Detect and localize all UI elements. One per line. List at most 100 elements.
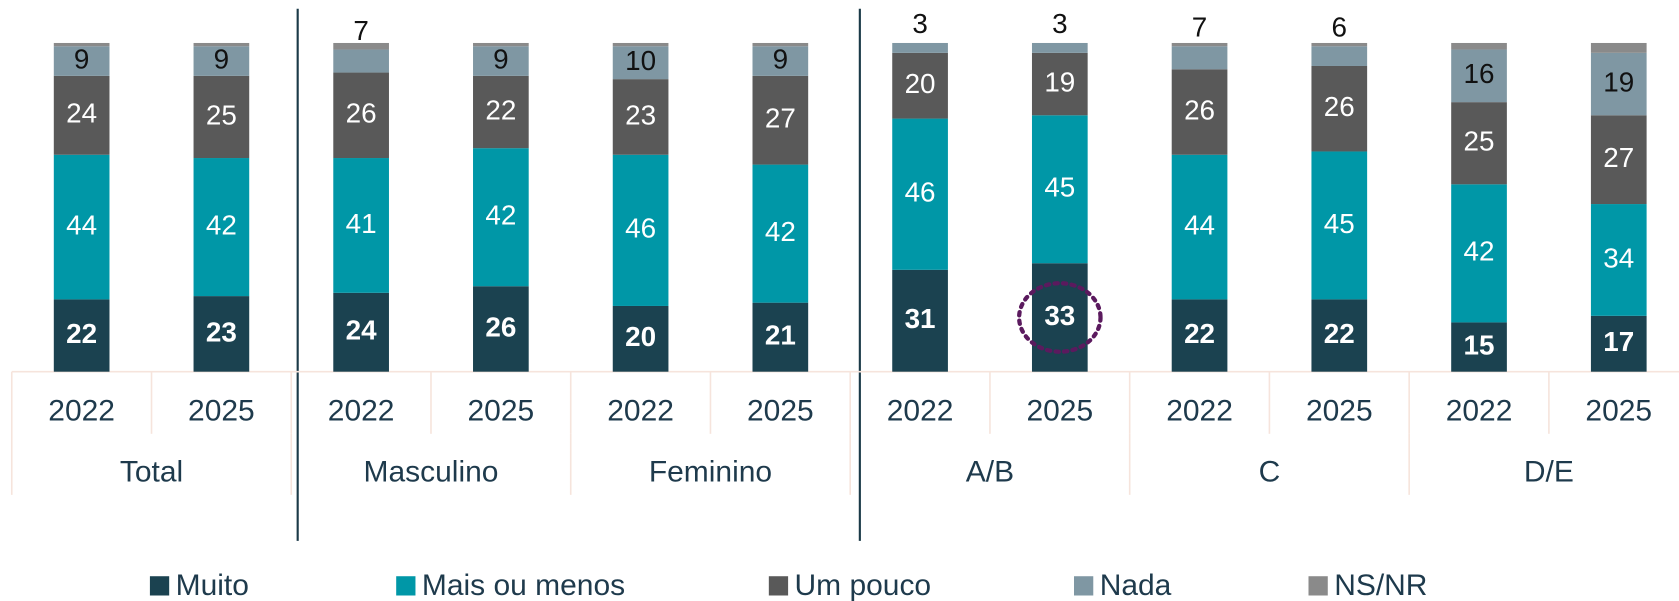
- group-label: Feminino: [649, 455, 772, 488]
- legend-swatch: [1308, 576, 1328, 596]
- data-label: 27: [765, 103, 796, 134]
- x-tick-label: 2022: [887, 394, 954, 427]
- bar-segment: [193, 158, 250, 297]
- bar-segment: [333, 42, 389, 50]
- x-tick-label: 2022: [48, 394, 115, 427]
- bar-segment: [473, 75, 529, 149]
- bar-segment: [1311, 46, 1368, 66]
- legend-label: Mais ou menos: [422, 569, 625, 601]
- data-label: 46: [905, 177, 936, 208]
- legend-label: Um pouco: [795, 569, 932, 601]
- data-label: 45: [1044, 172, 1075, 203]
- legend-label: Muito: [176, 569, 249, 601]
- data-label: 33: [1044, 300, 1075, 331]
- bar-segment: [1590, 52, 1647, 116]
- data-label: 17: [1603, 326, 1634, 357]
- data-label: 6: [1332, 11, 1347, 42]
- data-label: 19: [1603, 66, 1634, 97]
- legend-label: NS/NR: [1334, 569, 1427, 601]
- data-label: 24: [66, 98, 97, 129]
- bar-segment: [53, 154, 110, 300]
- data-label: 22: [485, 94, 516, 125]
- bar-segment: [1171, 46, 1228, 70]
- data-label: 19: [1044, 66, 1075, 97]
- legend-swatch: [768, 576, 789, 596]
- data-label: 21: [765, 320, 796, 351]
- bar-segment: [752, 164, 809, 303]
- bar-segment: [1311, 151, 1368, 300]
- bar-segment: [473, 286, 529, 372]
- data-label: 44: [66, 209, 97, 240]
- data-label: 23: [625, 99, 656, 130]
- x-tick-label: 2022: [607, 394, 674, 427]
- bar-segment: [1590, 315, 1647, 372]
- legend-swatch: [396, 576, 416, 596]
- x-tick-label: 2025: [1585, 394, 1652, 427]
- data-label: 7: [353, 15, 368, 46]
- bar-segment: [1451, 322, 1507, 372]
- bar-segment: [1171, 154, 1228, 300]
- highlight-circle: [1016, 281, 1103, 354]
- bar-segment: [53, 46, 110, 76]
- data-label: 9: [74, 43, 89, 74]
- data-label: 3: [1052, 8, 1067, 39]
- data-label: 26: [1324, 91, 1355, 122]
- x-tick-label: 2022: [1446, 394, 1513, 427]
- data-label: 26: [346, 98, 377, 129]
- data-label: 22: [1324, 318, 1355, 349]
- group-label: C: [1259, 455, 1281, 488]
- bar-segment: [752, 46, 809, 76]
- bar-segment: [612, 79, 669, 155]
- legend-swatch: [1074, 576, 1094, 596]
- data-label: 46: [625, 213, 656, 244]
- data-label: 15: [1464, 329, 1495, 360]
- bar-segment: [1031, 42, 1088, 53]
- bar-segment: [892, 269, 948, 372]
- legend-label: Nada: [1100, 569, 1172, 601]
- bar-segment: [1311, 65, 1368, 152]
- bar-segment: [1451, 49, 1507, 103]
- bar-segment: [1171, 299, 1228, 372]
- bar-segment: [1590, 42, 1647, 53]
- bar-segment: [473, 148, 529, 287]
- bar-segment: [193, 42, 250, 47]
- bar-segment: [1031, 115, 1088, 264]
- x-tick-label: 2025: [1026, 394, 1093, 427]
- bar-segment: [53, 42, 110, 47]
- bar-segment: [53, 75, 110, 155]
- data-label: 31: [905, 303, 936, 334]
- data-label: 22: [1184, 318, 1215, 349]
- bar-segment: [612, 305, 669, 372]
- x-tick-label: 2025: [747, 394, 814, 427]
- bar-segment: [1451, 184, 1507, 323]
- data-label: 3: [912, 8, 927, 39]
- group-label: Masculino: [364, 455, 499, 488]
- bar-segment: [1451, 102, 1507, 185]
- bar-segment: [193, 296, 250, 372]
- bar-segment: [892, 52, 948, 119]
- bar-segment: [752, 302, 809, 372]
- data-label: 20: [625, 321, 656, 352]
- group-label: Total: [120, 455, 183, 488]
- bar-segment: [1031, 52, 1088, 116]
- x-tick-label: 2025: [468, 394, 535, 427]
- bar-segment: [53, 299, 110, 372]
- data-label: 42: [765, 216, 796, 247]
- data-label: 9: [773, 43, 788, 74]
- data-label: 34: [1603, 242, 1634, 273]
- bar-segment: [612, 42, 669, 47]
- bar-segment: [1590, 115, 1647, 205]
- bar-segment: [473, 42, 529, 47]
- bar-segment: [612, 154, 669, 306]
- bar-segment: [1590, 204, 1647, 316]
- data-label: 10: [625, 45, 656, 76]
- data-label: 24: [346, 315, 377, 346]
- bar-segment: [1171, 42, 1228, 47]
- bar-segment: [892, 42, 948, 53]
- bar-segment: [333, 72, 389, 159]
- data-label: 7: [1192, 11, 1207, 42]
- bar-segment: [892, 118, 948, 270]
- bar-segment: [1031, 263, 1088, 372]
- bar-segment: [1171, 69, 1228, 155]
- x-tick-label: 2025: [188, 394, 255, 427]
